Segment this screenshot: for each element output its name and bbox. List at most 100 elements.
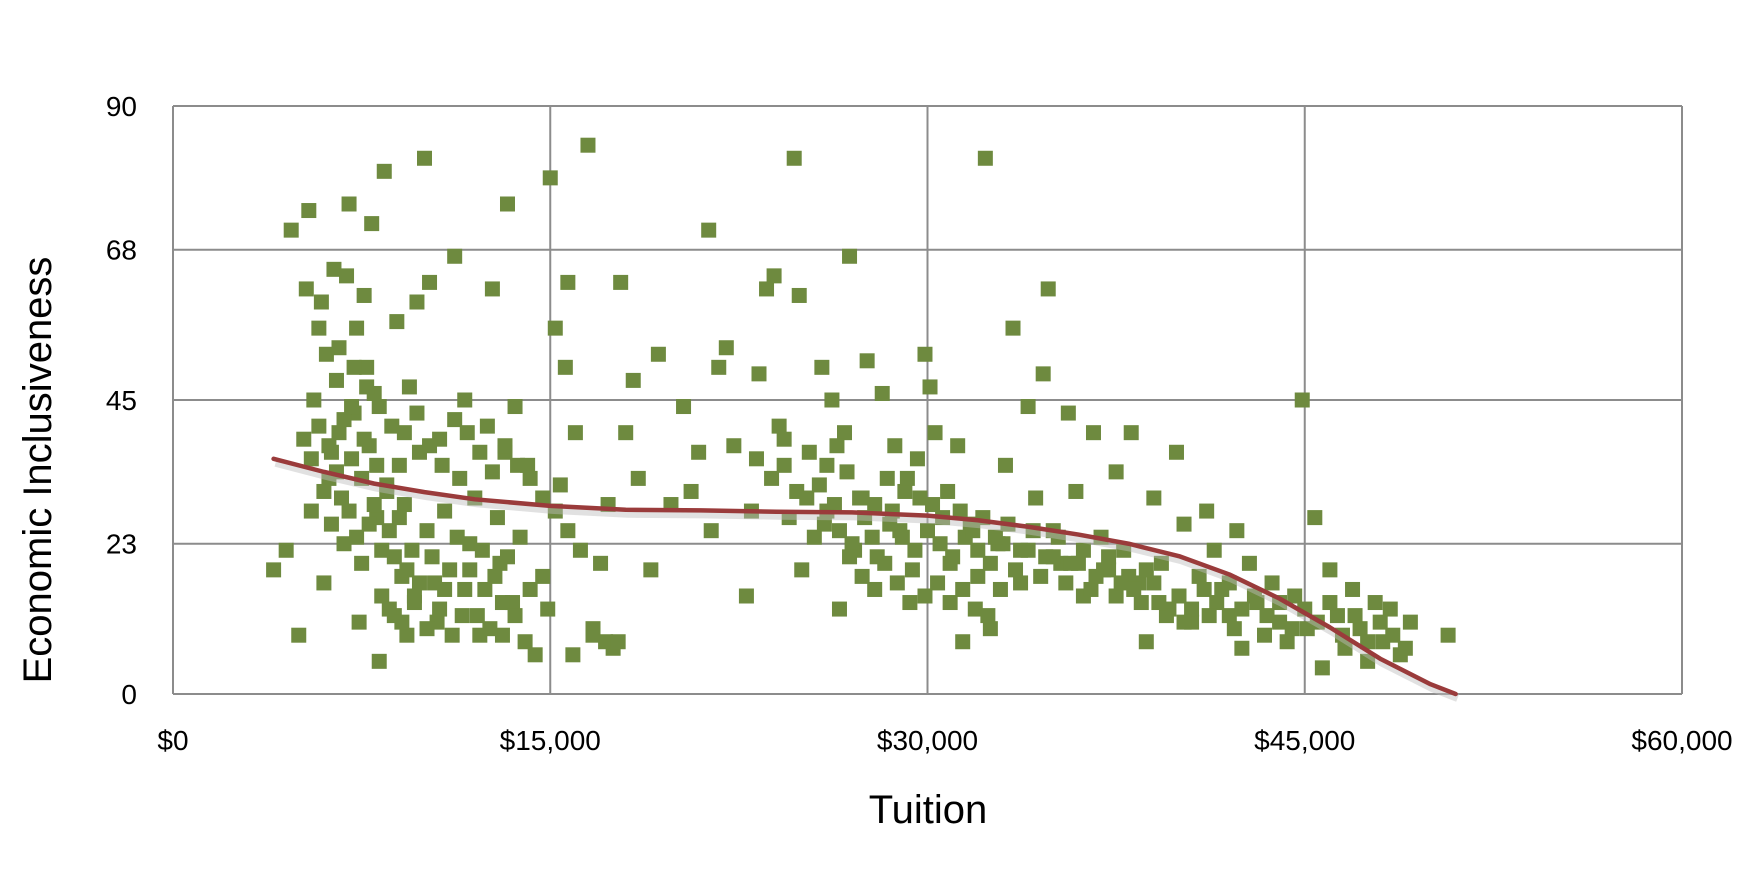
data-point <box>882 516 898 532</box>
data-point <box>1088 568 1104 584</box>
data-point <box>336 412 352 428</box>
data-point <box>980 608 996 624</box>
data-point <box>1307 510 1323 526</box>
data-point <box>1229 523 1245 539</box>
data-point <box>618 425 634 441</box>
data-point <box>306 392 322 408</box>
data-point <box>1196 581 1212 597</box>
data-point <box>930 575 946 591</box>
data-point <box>356 287 372 303</box>
data-point <box>766 268 782 284</box>
trendline-shadow <box>274 458 1460 702</box>
data-point <box>917 346 933 362</box>
data-point <box>494 627 510 643</box>
data-point <box>1352 621 1368 637</box>
data-point <box>298 281 314 297</box>
data-point <box>444 627 460 643</box>
data-point <box>950 438 966 454</box>
data-point <box>339 268 355 284</box>
data-point <box>1382 601 1398 617</box>
data-point <box>1209 595 1225 611</box>
y-tick-labels: 0 23 45 68 90 <box>106 91 137 710</box>
data-point <box>303 503 319 519</box>
data-point <box>826 497 842 513</box>
data-point <box>459 425 475 441</box>
data-point <box>386 549 402 565</box>
data-point <box>447 412 463 428</box>
data-point <box>1035 366 1051 382</box>
data-point <box>902 595 918 611</box>
data-point <box>726 438 742 454</box>
data-point <box>510 457 526 473</box>
data-point <box>1075 542 1091 558</box>
trendline-path <box>271 456 1458 697</box>
data-point <box>1191 568 1207 584</box>
data-point <box>811 477 827 493</box>
data-point <box>1322 562 1338 578</box>
data-point <box>1038 549 1054 565</box>
data-point <box>572 542 588 558</box>
data-point <box>366 497 382 513</box>
data-point <box>1206 542 1222 558</box>
data-point <box>1171 588 1187 604</box>
data-point <box>1287 588 1303 604</box>
data-point <box>341 503 357 519</box>
data-point <box>266 562 282 578</box>
data-point <box>907 542 923 558</box>
y-tick-label: 23 <box>106 529 137 560</box>
data-point <box>643 562 659 578</box>
data-point <box>454 608 470 624</box>
data-point <box>1168 444 1184 460</box>
data-point <box>346 359 362 375</box>
data-point <box>331 425 347 441</box>
data-point <box>1347 608 1363 624</box>
data-point <box>1146 575 1162 591</box>
data-point <box>1201 608 1217 624</box>
data-point <box>406 588 422 604</box>
data-point <box>283 222 299 238</box>
data-point <box>1020 399 1036 415</box>
data-point <box>507 399 523 415</box>
data-points <box>266 137 1456 676</box>
data-point <box>877 555 893 571</box>
data-point <box>955 634 971 650</box>
data-point <box>909 451 925 467</box>
data-point <box>432 601 448 617</box>
data-point <box>1028 490 1044 506</box>
data-point <box>296 431 312 447</box>
y-tick-label: 68 <box>106 235 137 266</box>
data-point <box>1184 601 1200 617</box>
data-point <box>899 470 915 486</box>
x-tick-label: $15,000 <box>500 725 601 756</box>
data-point <box>557 359 573 375</box>
data-point <box>912 490 928 506</box>
data-point <box>489 510 505 526</box>
data-point <box>1345 581 1361 597</box>
data-point <box>1221 575 1237 591</box>
data-point <box>381 523 397 539</box>
data-point <box>494 595 510 611</box>
data-point <box>1138 634 1154 650</box>
data-point <box>967 601 983 617</box>
data-point <box>748 451 764 467</box>
data-point <box>364 216 380 232</box>
data-point <box>970 542 986 558</box>
data-point <box>711 359 727 375</box>
data-point <box>791 287 807 303</box>
data-point <box>540 601 556 617</box>
data-point <box>477 581 493 597</box>
data-point <box>738 588 754 604</box>
data-point <box>301 203 317 219</box>
data-point <box>482 621 498 637</box>
data-point <box>469 608 485 624</box>
data-point <box>381 601 397 617</box>
data-point <box>922 379 938 395</box>
data-point <box>879 470 895 486</box>
data-point <box>497 438 513 454</box>
data-point <box>349 529 365 545</box>
data-point <box>831 601 847 617</box>
data-point <box>1113 575 1129 591</box>
data-point <box>449 529 465 545</box>
data-point <box>409 294 425 310</box>
data-point <box>837 425 853 441</box>
